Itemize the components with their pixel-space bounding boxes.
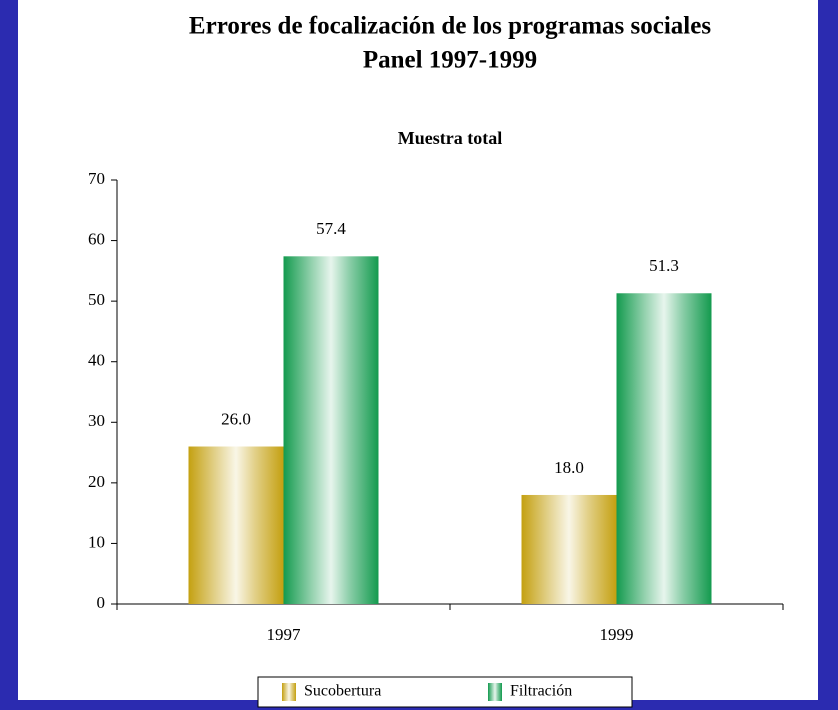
y-tick-label: 50: [88, 290, 105, 309]
value-label: 57.4: [316, 219, 346, 238]
y-tick-label: 0: [97, 593, 106, 612]
chart-title: Errores de focalización de los programas…: [189, 13, 711, 40]
x-tick-label: 1999: [600, 625, 634, 644]
chart-title-line2: Panel 1997-1999: [363, 47, 537, 74]
legend-swatch: [488, 683, 502, 701]
y-tick-label: 10: [88, 532, 105, 551]
legend-swatch: [282, 683, 296, 701]
x-tick-label: 1997: [267, 625, 302, 644]
y-tick-label: 30: [88, 411, 105, 430]
y-tick-label: 20: [88, 472, 105, 491]
bar: [283, 256, 379, 604]
y-tick-label: 60: [88, 229, 105, 248]
chart-subtitle: Muestra total: [398, 128, 502, 148]
value-label: 51.3: [649, 256, 679, 275]
bar: [616, 293, 712, 604]
bar: [188, 446, 284, 604]
value-label: 18.0: [554, 458, 584, 477]
bar: [521, 494, 617, 604]
y-tick-label: 40: [88, 351, 105, 370]
value-label: 26.0: [221, 409, 251, 428]
y-tick-label: 70: [88, 169, 105, 188]
legend: [257, 676, 633, 708]
legend-label: Filtración: [510, 683, 572, 700]
legend-label: Sucobertura: [304, 683, 381, 700]
